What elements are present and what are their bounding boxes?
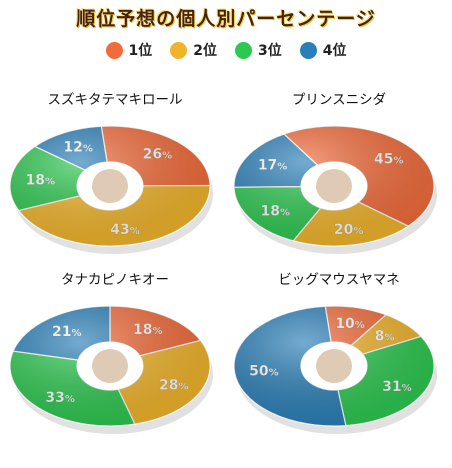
portrait-icon bbox=[92, 349, 128, 383]
pie-chart-yamane: ビッグマウスヤマネ 10% 8% 31% 50% bbox=[226, 268, 452, 468]
portrait-icon bbox=[316, 169, 352, 203]
legend-swatch-2 bbox=[170, 41, 188, 59]
pie-svg: 45%20%18%17% bbox=[233, 125, 437, 254]
portrait-icon bbox=[316, 349, 352, 383]
legend: 1位 2位 3位 4位 bbox=[0, 40, 452, 60]
portrait-icon bbox=[92, 169, 128, 203]
pie-svg: 10%8%31%50% bbox=[233, 305, 437, 434]
legend-label-4: 4位 bbox=[322, 43, 347, 59]
pie-svg: 18%28%33%21% bbox=[9, 305, 213, 434]
page-title: 順位予想の個人別パーセンテージ bbox=[76, 8, 376, 30]
pie-chart-tanaka: タナカピノキオー 18% 28% 33% 21% bbox=[2, 268, 228, 468]
legend-label-2: 2位 bbox=[193, 43, 217, 59]
chart-title: プリンスニシダ bbox=[291, 92, 387, 108]
legend-item-3: 3位 bbox=[235, 40, 282, 60]
legend-swatch-4 bbox=[299, 41, 317, 59]
legend-swatch-3 bbox=[235, 41, 252, 59]
chart-title: ビッグマウスヤマネ bbox=[278, 272, 400, 288]
pie-chart-suzuki: スズキタテマキロール 26% 43% 18% 12% bbox=[2, 88, 228, 288]
pie-svg: 26%43%18%12% bbox=[9, 125, 213, 254]
legend-swatch-1 bbox=[105, 41, 123, 59]
legend-item-1: 1位 bbox=[105, 40, 153, 60]
chart-title: スズキタテマキロール bbox=[47, 92, 183, 108]
legend-label-3: 3位 bbox=[258, 43, 282, 59]
legend-label-1: 1位 bbox=[128, 43, 153, 59]
legend-item-2: 2位 bbox=[170, 40, 217, 60]
legend-item-4: 4位 bbox=[299, 40, 347, 60]
pie-chart-nishida: プリンスニシダ 45% 20% 18% 17% bbox=[226, 88, 452, 288]
chart-title: タナカピノキオー bbox=[61, 272, 169, 288]
